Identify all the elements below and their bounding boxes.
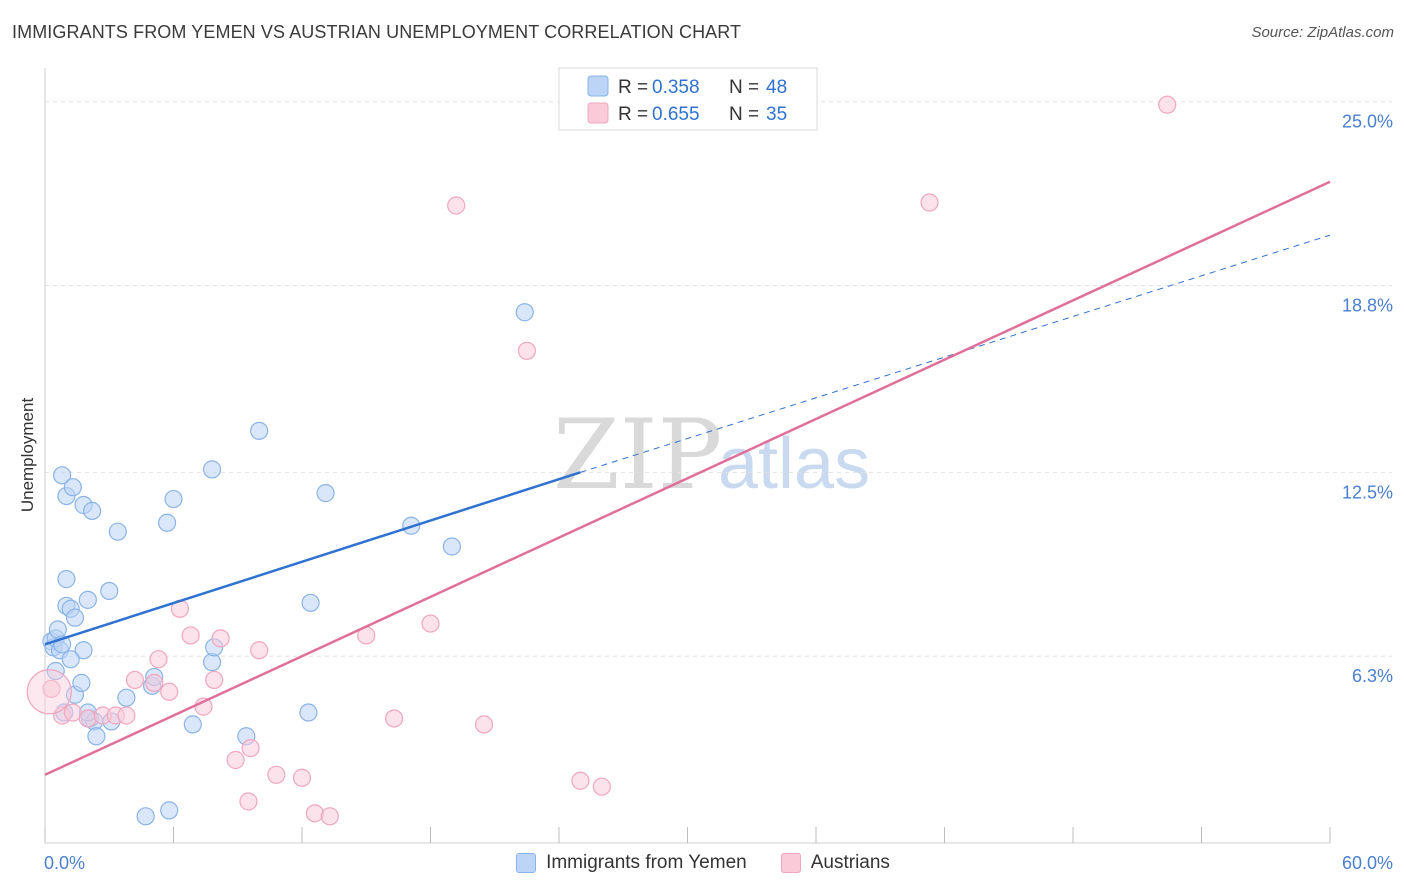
data-point-austrians-16 — [226, 750, 245, 770]
data-point-austrians-8 — [145, 673, 164, 692]
y-tick-label-0: 6.3% — [1352, 666, 1393, 686]
data-point-yemen-36 — [202, 460, 222, 479]
data-point-yemen-17 — [74, 641, 93, 660]
legend-n-value-austrians: 35 — [766, 104, 787, 125]
data-point-yemen-33 — [183, 715, 202, 734]
chart-title: IMMIGRANTS FROM YEMEN VS AUSTRIAN UNEMPL… — [12, 22, 742, 42]
legend-swatch-yemen-bottom — [516, 853, 537, 873]
data-point-austrians-28 — [474, 715, 494, 734]
source-label: Source: ZipAtlas.com — [1251, 24, 1394, 41]
legend-item-yemen: Immigrants from Yemen — [516, 852, 747, 874]
data-point-austrians-0 — [42, 679, 61, 698]
trend-line-austrians — [44, 180, 1331, 776]
data-point-yemen-43 — [442, 537, 462, 556]
data-point-austrians-12 — [181, 626, 200, 645]
data-point-yemen-39 — [301, 593, 320, 612]
data-point-yemen-32 — [164, 489, 183, 509]
data-point-yemen-27 — [136, 807, 155, 826]
data-point-yemen-45 — [61, 650, 80, 669]
legend-r-value-yemen: 0.358 — [652, 77, 700, 98]
data-point-austrians-25 — [384, 709, 404, 728]
data-point-yemen-16 — [65, 608, 85, 627]
data-point-austrians-17 — [241, 739, 260, 758]
data-point-austrians-23 — [320, 807, 339, 826]
data-point-austrians-22 — [305, 804, 324, 823]
data-point-yemen-34 — [202, 653, 222, 672]
trend-line-yemen — [44, 471, 581, 646]
data-point-austrians-26 — [421, 614, 440, 633]
data-point-austrians-21 — [292, 768, 312, 787]
data-point-yemen-18 — [78, 590, 97, 609]
data-point-austrians-6 — [117, 706, 136, 725]
y-tick-label-3: 25.0% — [1342, 112, 1393, 132]
legend-swatch-yemen — [587, 75, 609, 97]
data-point-yemen-11 — [83, 501, 102, 521]
legend-r-label-yemen: R = — [618, 77, 648, 98]
legend-n-value-yemen: 48 — [766, 77, 787, 98]
x-tick-label-end: 60.0% — [1342, 853, 1393, 873]
legend-n-label-austrians: N = — [729, 104, 759, 125]
data-point-yemen-24 — [87, 727, 106, 746]
data-point-yemen-41 — [316, 484, 335, 503]
data-point-yemen-38 — [250, 421, 269, 440]
data-point-austrians-33 — [1158, 95, 1177, 114]
data-point-austrians-19 — [250, 641, 269, 660]
data-point-austrians-30 — [571, 771, 590, 790]
data-point-austrians-3 — [78, 709, 97, 728]
legend-label-austrians: Austrians — [810, 852, 890, 873]
data-point-yemen-31 — [157, 513, 177, 532]
watermark-atlas: atlas — [718, 424, 870, 504]
data-point-austrians-18 — [239, 792, 258, 811]
data-point-austrians-7 — [125, 670, 145, 690]
series-group-0 — [42, 303, 534, 826]
series-points — [26, 95, 1177, 826]
tick-labels: 6.3% 12.5% 18.8% 25.0% 0.0% 60.0% — [44, 112, 1393, 873]
data-point-austrians-20 — [267, 765, 286, 784]
data-point-austrians-14 — [205, 670, 224, 690]
data-point-yemen-13 — [57, 570, 76, 589]
data-point-yemen-26 — [117, 688, 136, 707]
series-group-1 — [26, 95, 1177, 826]
data-point-yemen-9 — [63, 478, 82, 497]
data-point-yemen-12 — [108, 522, 127, 541]
y-tick-label-2: 18.8% — [1342, 296, 1393, 316]
series-legend: Immigrants from Yemen Austrians — [0, 852, 1406, 874]
data-point-austrians-32 — [920, 193, 939, 212]
watermark-zip: ZIP — [553, 399, 722, 511]
legend-r-value-austrians: 0.655 — [652, 104, 700, 125]
data-point-austrians-29 — [517, 341, 536, 360]
legend-n-label-yemen: N = — [729, 77, 759, 98]
legend-r-label-austrians: R = — [618, 104, 648, 125]
x-tick-label-start: 0.0% — [44, 853, 85, 873]
legend-swatch-austrians — [587, 102, 609, 124]
data-point-yemen-28 — [160, 801, 179, 820]
grid-lines — [45, 101, 1392, 657]
data-point-austrians-27 — [447, 196, 466, 215]
legend-swatch-austrians-bottom — [780, 853, 801, 873]
data-point-yemen-19 — [100, 581, 119, 601]
data-point-yemen-40 — [299, 703, 318, 722]
data-point-austrians-31 — [592, 777, 611, 796]
data-point-yemen-7 — [53, 466, 72, 485]
legend-label-yemen: Immigrants from Yemen — [546, 852, 747, 873]
correlation-legend: R = 0.358 N = 48 R = 0.655 N = 35 — [558, 67, 818, 131]
legend-item-austrians: Austrians — [780, 852, 890, 874]
data-point-austrians-9 — [149, 650, 168, 669]
data-point-yemen-44 — [515, 303, 534, 322]
trend-lines — [44, 180, 1331, 776]
y-tick-label-1: 12.5% — [1342, 482, 1393, 502]
data-point-austrians-34 — [26, 669, 72, 715]
data-point-yemen-21 — [72, 673, 91, 692]
data-point-austrians-15 — [211, 629, 230, 648]
data-point-austrians-10 — [160, 682, 179, 701]
